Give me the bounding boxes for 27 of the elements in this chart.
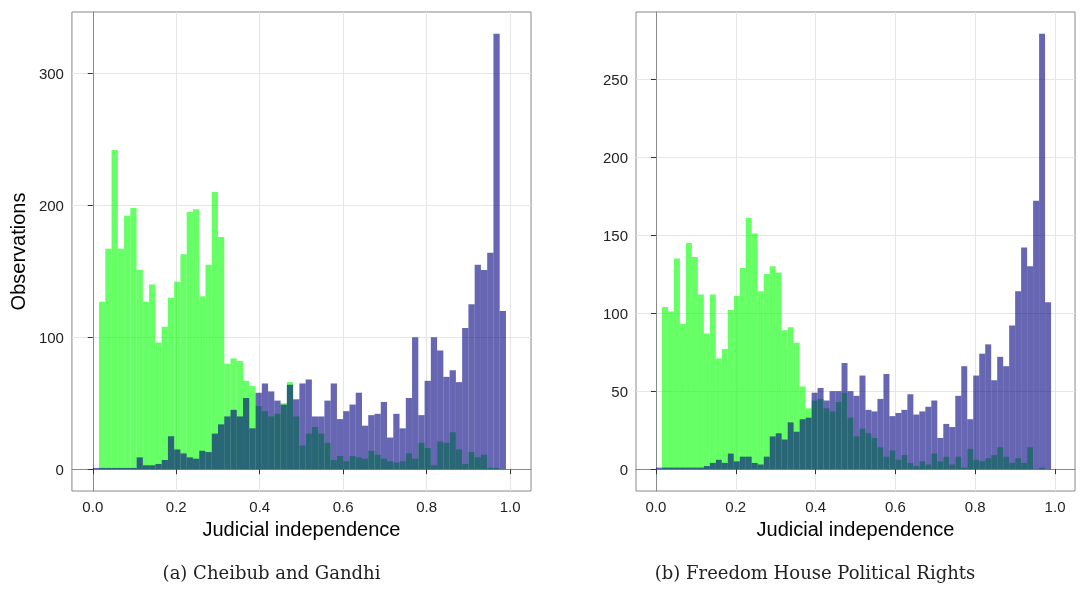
x-tick-label: 0.6 <box>884 498 906 515</box>
x-tick-label: 0.2 <box>725 498 747 515</box>
x-axis-title: Judicial independence <box>756 517 955 540</box>
y-tick-label: 200 <box>602 148 628 166</box>
x-tick-label: 0.2 <box>165 498 187 515</box>
y-tick-label: 0 <box>619 460 628 478</box>
y-tick-label: 200 <box>38 196 64 214</box>
x-tick-label: 0.4 <box>249 498 271 515</box>
x-axis-title: Judicial independence <box>202 517 401 540</box>
y-tick-label: 50 <box>611 382 628 400</box>
x-tick-label: 1.0 <box>499 498 521 515</box>
x-tick-label: 0.8 <box>964 498 986 515</box>
x-tick-label: 1.0 <box>1044 498 1066 515</box>
x-tick-label: 0.0 <box>82 498 104 515</box>
x-tick-label: 0.6 <box>332 498 354 515</box>
x-tick-label: 0.4 <box>805 498 827 515</box>
y-tick-label: 0 <box>55 460 64 478</box>
y-tick-label: 300 <box>38 64 64 82</box>
y-tick-label: 150 <box>602 226 628 244</box>
y-axis-title: Observations <box>7 192 29 311</box>
y-tick-label: 100 <box>38 328 64 346</box>
y-tick-label: 250 <box>602 70 628 88</box>
y-tick-label: 100 <box>602 304 628 322</box>
x-tick-label: 0.0 <box>645 498 667 515</box>
text: (a) Cheibub and Gandhi <box>162 561 381 583</box>
x-tick-label: 0.8 <box>416 498 438 515</box>
text: (b) Freedom House Political Rights <box>654 561 976 583</box>
